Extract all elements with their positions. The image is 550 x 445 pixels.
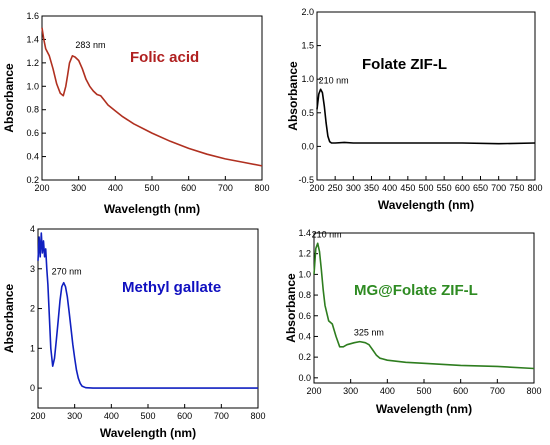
chart-title: Folate ZIF-L xyxy=(362,56,447,73)
chart-title: Methyl gallate xyxy=(122,279,221,296)
y-tick-label: 0.4 xyxy=(26,152,39,162)
y-tick-label: 1.0 xyxy=(301,74,314,84)
x-tick-label: 800 xyxy=(254,183,269,193)
panel-methyl-gallate: 200 300 400 500 600 700 800 0 1 2 3 4 Wavelength (nm… xyxy=(2,224,266,440)
y-tick-label: 0 xyxy=(30,383,35,393)
x-tick-label: 300 xyxy=(343,386,358,396)
y-tick-label: -0.5 xyxy=(298,175,314,185)
y-tick-label: 1.6 xyxy=(26,11,39,21)
y-tick-label: 2 xyxy=(30,304,35,314)
x-tick-label: 500 xyxy=(416,386,431,396)
y-tick-label: 1 xyxy=(30,343,35,353)
peak-annotation: 270 nm xyxy=(52,267,82,277)
x-tick-label: 600 xyxy=(453,386,468,396)
peak-annotation: 325 nm xyxy=(354,328,384,338)
series-line xyxy=(313,242,535,370)
x-tick-label: 600 xyxy=(455,183,470,193)
x-tick-label: 800 xyxy=(526,386,541,396)
x-tick-label: 200 xyxy=(309,183,324,193)
peak-annotation: 210 nm xyxy=(312,229,342,239)
y-tick-label: 4 xyxy=(30,224,35,234)
y-axis-label: Absorbance xyxy=(284,273,298,343)
x-tick-label: 800 xyxy=(527,183,542,193)
y-tick-label: 1.0 xyxy=(298,269,311,279)
series-line xyxy=(316,88,536,145)
x-axis-label: Wavelength (nm) xyxy=(104,202,200,216)
y-tick-label: 0.6 xyxy=(298,311,311,321)
y-axis-label: Absorbance xyxy=(2,284,16,354)
series-line xyxy=(41,27,263,167)
y-tick-label: 1.5 xyxy=(301,41,314,51)
x-tick-label: 700 xyxy=(218,183,233,193)
x-tick-label: 700 xyxy=(214,411,229,421)
x-tick-label: 450 xyxy=(400,183,415,193)
y-tick-label: 1.2 xyxy=(298,249,311,259)
x-tick-label: 550 xyxy=(437,183,452,193)
y-tick-label: 0.2 xyxy=(298,352,311,362)
peak-annotation: 283 nm xyxy=(75,40,105,50)
x-tick-label: 300 xyxy=(67,411,82,421)
y-tick-label: 0.8 xyxy=(298,290,311,300)
x-tick-label: 500 xyxy=(140,411,155,421)
x-tick-label: 200 xyxy=(30,411,45,421)
x-tick-label: 800 xyxy=(250,411,265,421)
y-tick-label: 0.2 xyxy=(26,175,39,185)
y-tick-label: 2.0 xyxy=(301,7,314,17)
x-tick-label: 400 xyxy=(380,386,395,396)
panel-mg-folate-zif-l: 200 300 400 500 600 700 800 0.0 0.2 0.4 0.6 0.8 1.0 1… xyxy=(284,228,542,416)
y-tick-label: 1.2 xyxy=(26,58,39,68)
y-tick-label: 1.4 xyxy=(26,34,39,44)
x-tick-label: 400 xyxy=(382,183,397,193)
x-tick-label: 200 xyxy=(306,386,321,396)
x-tick-label: 600 xyxy=(177,411,192,421)
x-tick-label: 500 xyxy=(418,183,433,193)
chart-title: MG@Folate ZIF-L xyxy=(354,282,478,299)
chart-title: Folic acid xyxy=(130,49,199,66)
x-tick-label: 350 xyxy=(364,183,379,193)
y-tick-label: 0.4 xyxy=(298,331,311,341)
series-line xyxy=(37,232,258,389)
y-tick-label: 3 xyxy=(30,264,35,274)
x-axis-label: Wavelength (nm) xyxy=(378,198,474,212)
panel-folic-acid: 200 300 400 500 600 700 800 0.2 0.4 0.6 0.8 1.0 1.2 1… xyxy=(2,11,270,216)
y-tick-label: 0.5 xyxy=(301,108,314,118)
x-tick-label: 700 xyxy=(490,386,505,396)
x-tick-label: 250 xyxy=(328,183,343,193)
x-tick-label: 650 xyxy=(473,183,488,193)
x-tick-label: 200 xyxy=(34,183,49,193)
y-tick-label: 0.6 xyxy=(26,128,39,138)
x-axis-label: Wavelength (nm) xyxy=(100,426,196,440)
peak-annotation: 210 nm xyxy=(319,75,349,85)
plot-frame xyxy=(37,228,259,409)
x-tick-label: 700 xyxy=(491,183,506,193)
x-axis-label: Wavelength (nm) xyxy=(376,402,472,416)
y-axis-label: Absorbance xyxy=(2,63,16,133)
x-tick-label: 750 xyxy=(509,183,524,193)
x-tick-label: 300 xyxy=(71,183,86,193)
y-tick-label: 1.0 xyxy=(26,81,39,91)
y-tick-label: 0.0 xyxy=(298,373,311,383)
x-tick-label: 300 xyxy=(346,183,361,193)
plot-frame xyxy=(316,11,536,181)
y-axis-label: Absorbance xyxy=(286,61,300,131)
x-tick-label: 500 xyxy=(144,183,159,193)
x-tick-label: 600 xyxy=(181,183,196,193)
x-tick-label: 400 xyxy=(108,183,123,193)
x-tick-label: 400 xyxy=(104,411,119,421)
panel-folate-zif-l: 200 250 300 350 400 450 500 550 600 650 700 750 800 -… xyxy=(286,7,543,212)
y-tick-label: 0.8 xyxy=(26,105,39,115)
y-tick-label: 0.0 xyxy=(301,141,314,151)
plot-frame xyxy=(313,232,535,384)
y-tick-label: 1.4 xyxy=(298,228,311,238)
